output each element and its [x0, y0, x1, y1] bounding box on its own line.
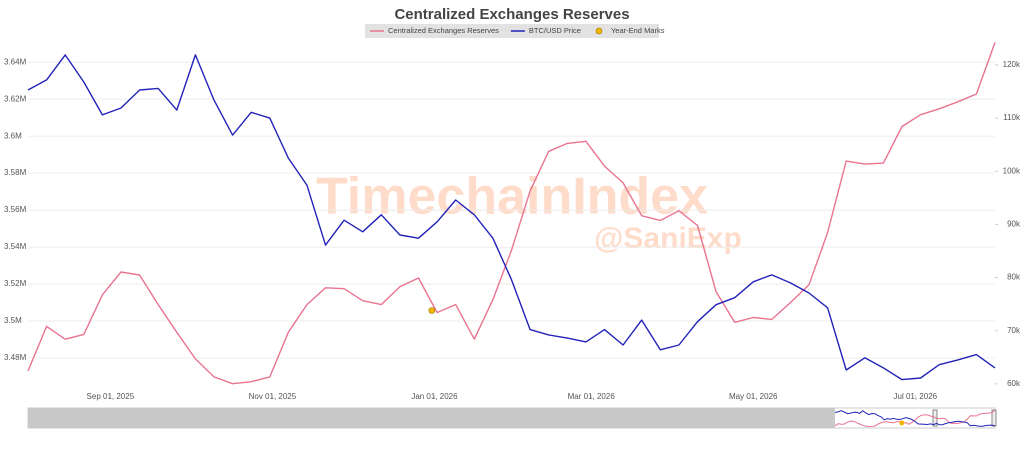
- y-tick-label: 3.58M: [4, 168, 27, 177]
- y2-tick-label: 60k: [1007, 379, 1021, 388]
- navigator-line: [834, 410, 996, 427]
- y-tick-label: 3.56M: [4, 205, 27, 214]
- y-tick-label: 3.54M: [4, 242, 27, 251]
- y2-tick-label: 80k: [1007, 273, 1021, 282]
- legend-label: Centralized Exchanges Reserves: [388, 26, 499, 35]
- legend: Centralized Exchanges Reserves BTC/USD Pr…: [370, 26, 665, 35]
- y2-tick-label: 70k: [1007, 326, 1021, 335]
- y2-tick-label: 110k: [1003, 113, 1021, 122]
- y-tick-label: 3.6M: [4, 131, 22, 140]
- navigator-line: [834, 409, 996, 428]
- x-tick-label: Jul 01, 2026: [894, 392, 938, 401]
- navigator-mask: [28, 408, 835, 428]
- x-tick-label: May 01, 2026: [729, 392, 778, 401]
- year-end-mark: [428, 307, 436, 314]
- navigator-mark: [899, 420, 905, 426]
- series-line: [27, 42, 996, 385]
- y2-tick-label: 100k: [1003, 166, 1021, 175]
- x-tick-label: Mar 01, 2026: [568, 392, 616, 401]
- y-tick-label: 3.52M: [4, 279, 27, 288]
- chart-title: Centralized Exchanges Reserves: [394, 6, 629, 23]
- x-tick-label: Sep 01, 2025: [87, 392, 135, 401]
- y-tick-label: 3.64M: [4, 57, 27, 66]
- x-tick-label: Nov 01, 2025: [249, 392, 297, 401]
- y-tick-label: 3.5M: [4, 316, 22, 325]
- legend-swatch: [595, 27, 603, 35]
- y-tick-label: 3.62M: [4, 94, 27, 103]
- series-line: [27, 54, 996, 381]
- legend-label: Year-End Marks: [611, 26, 665, 35]
- y2-tick-label: 90k: [1007, 220, 1021, 229]
- y2-tick-label: 120k: [1003, 60, 1021, 69]
- y-tick-label: 3.48M: [4, 353, 27, 362]
- x-tick-label: Jan 01, 2026: [411, 392, 458, 401]
- watermark-sub: @SaniExp: [594, 222, 742, 255]
- legend-label: BTC/USD Price: [529, 26, 581, 35]
